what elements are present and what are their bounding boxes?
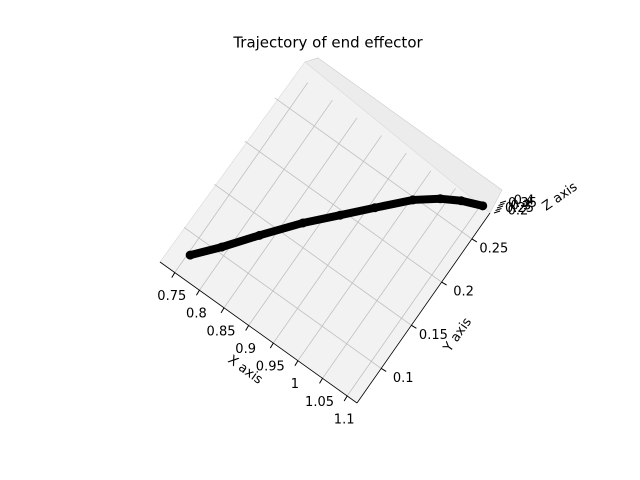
z-tick bbox=[498, 203, 505, 206]
grid-line bbox=[322, 188, 456, 379]
x-tick bbox=[343, 395, 348, 402]
x-tick-label: 0.85 bbox=[207, 324, 236, 339]
z-tick-label: 0.2 bbox=[508, 204, 529, 219]
x-tick-label: 0.95 bbox=[256, 360, 285, 375]
y-axis-line bbox=[356, 212, 491, 404]
trajectory-point bbox=[408, 195, 418, 205]
trajectory-point bbox=[185, 250, 195, 260]
x-axis-line bbox=[159, 261, 358, 404]
z-tick bbox=[493, 210, 501, 214]
y-tick bbox=[380, 368, 387, 372]
x-tick bbox=[319, 378, 323, 384]
x-tick-label: 1.1 bbox=[334, 412, 355, 427]
z-tick-label: 0.25 bbox=[505, 201, 534, 216]
grid-line bbox=[248, 135, 382, 326]
y-tick-label: 0.15 bbox=[419, 328, 448, 343]
x-tick-label: 0.75 bbox=[157, 289, 186, 304]
z-tick-label: 0.4 bbox=[514, 194, 535, 209]
x-tick bbox=[245, 325, 250, 331]
z-tick-label: 0.3 bbox=[511, 199, 532, 214]
trajectory-point bbox=[335, 210, 345, 220]
trajectory-point bbox=[478, 201, 488, 211]
z-tick-label: 0.35 bbox=[508, 196, 537, 211]
x-tick-label: 0.8 bbox=[186, 307, 207, 322]
grid-line bbox=[272, 152, 407, 344]
x-tick-label: 1 bbox=[291, 377, 299, 392]
trajectory-line bbox=[186, 194, 487, 260]
y-tick bbox=[441, 281, 447, 286]
trajectory-point bbox=[298, 218, 308, 228]
z-axis-label: Z axis bbox=[540, 180, 581, 215]
x-tick bbox=[171, 272, 176, 278]
y-tick bbox=[411, 324, 417, 329]
x-tick bbox=[294, 360, 299, 366]
x-tick-label: 1.05 bbox=[305, 395, 334, 410]
x-tick bbox=[269, 342, 274, 349]
grid-line bbox=[223, 117, 358, 309]
floor-pane bbox=[159, 61, 491, 404]
z-tick bbox=[495, 208, 502, 211]
y-tick-label: 0.1 bbox=[393, 371, 414, 386]
trajectory-point bbox=[435, 194, 445, 204]
grid-line bbox=[274, 97, 473, 240]
x-tick bbox=[195, 289, 200, 296]
chart-title: Trajectory of end effector bbox=[232, 34, 423, 52]
trajectory-point bbox=[254, 230, 264, 240]
grid-line bbox=[214, 183, 412, 326]
grid-line bbox=[199, 99, 333, 291]
y-tick bbox=[471, 238, 478, 243]
x-tick-label: 0.9 bbox=[235, 342, 256, 357]
x-tick bbox=[220, 307, 225, 314]
trajectory-point bbox=[456, 196, 466, 206]
y-tick-label: 0.2 bbox=[453, 285, 474, 300]
z-tick bbox=[499, 200, 507, 204]
trajectory-point bbox=[370, 203, 380, 213]
y-tick-label: 0.25 bbox=[479, 241, 508, 256]
grid-line bbox=[346, 205, 481, 397]
trajectory-point bbox=[217, 242, 227, 252]
z-tick bbox=[496, 205, 504, 209]
grid-line bbox=[174, 82, 309, 273]
